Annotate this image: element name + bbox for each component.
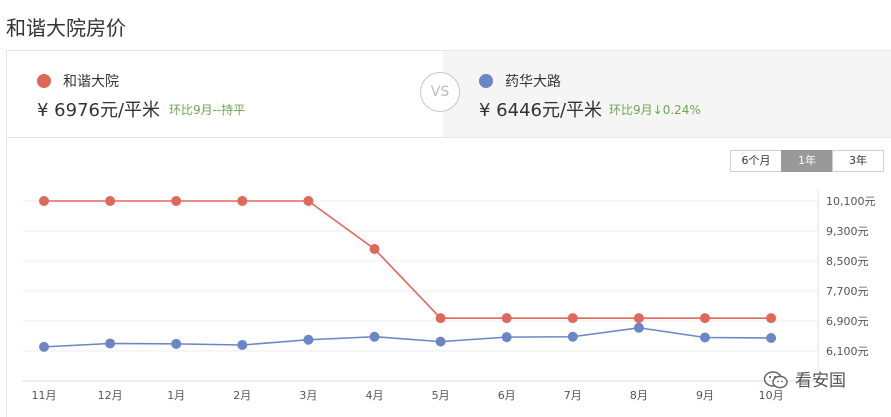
y-tick-label-1: 9,300元 [826, 225, 869, 238]
community-left-change: 环比9月--持平 [169, 103, 246, 117]
x-tick-label-9: 8月 [630, 389, 648, 402]
series-0-point-6 [435, 313, 446, 324]
y-tick-label-4: 6,900元 [826, 315, 869, 328]
y-tick-label-5: 6,100元 [826, 345, 869, 358]
wechat-icon [763, 371, 788, 389]
vs-badge: VS [420, 72, 460, 112]
series-0-point-0 [39, 196, 49, 206]
x-tick-label-1: 12月 [98, 389, 123, 402]
series-0-point-7 [501, 313, 512, 324]
series-0-point-5 [369, 244, 380, 254]
community-left-price: ¥ 6976元/平米 [37, 100, 161, 121]
series-1-point-2 [171, 338, 182, 349]
series-left-dot-icon [37, 74, 51, 88]
community-left: 和谐大院 ¥ 6976元/平米 环比9月--持平 [7, 51, 443, 137]
series-1-point-7 [501, 332, 512, 343]
x-tick-label-0: 11月 [32, 389, 57, 402]
series-1-point-6 [435, 336, 446, 347]
series-0-point-11 [766, 313, 777, 324]
page-title: 和谐大院房价 [6, 16, 126, 40]
series-0-point-10 [700, 313, 710, 324]
series-1-point-3 [237, 340, 248, 350]
series-right-dot-icon [479, 74, 493, 88]
series-1-point-0 [39, 341, 49, 352]
community-right-name: 药华大路 [505, 74, 561, 90]
x-tick-label-7: 6月 [498, 389, 516, 402]
community-right: 药华大路 ¥ 6446元/平米 环比9月↓0.24% [443, 51, 891, 137]
y-tick-label-0: 10,100元 [826, 195, 876, 208]
community-right-price: ¥ 6446元/平米 [479, 100, 603, 121]
series-1-point-5 [369, 331, 380, 342]
range-3-years-button[interactable]: 3年 [832, 150, 884, 172]
x-tick-label-8: 7月 [564, 389, 582, 402]
series-1-point-1 [105, 338, 116, 349]
community-left-name: 和谐大院 [63, 74, 119, 90]
x-tick-label-4: 3月 [299, 389, 317, 402]
series-0-point-4 [303, 196, 314, 206]
series-0-point-9 [633, 313, 644, 324]
comparison-right-background [443, 51, 891, 137]
community-right-change: 环比9月↓0.24% [609, 103, 701, 117]
series-1-point-11 [766, 333, 777, 344]
chart-container [6, 136, 891, 417]
series-0-point-1 [105, 196, 116, 206]
series-0-point-3 [237, 196, 248, 206]
series-0-point-8 [567, 313, 578, 324]
series-0-point-2 [171, 196, 182, 206]
series-1-point-9 [633, 322, 644, 333]
x-tick-label-6: 5月 [432, 389, 450, 402]
y-tick-label-3: 7,700元 [826, 285, 869, 298]
x-tick-label-5: 4月 [366, 389, 384, 402]
x-tick-label-10: 9月 [696, 389, 714, 402]
x-tick-label-3: 2月 [233, 389, 251, 402]
y-tick-label-2: 8,500元 [826, 255, 869, 268]
comparison-panel: 和谐大院 ¥ 6976元/平米 环比9月--持平 VS 药华大路 ¥ 6446元… [6, 50, 891, 138]
series-1-point-8 [567, 331, 578, 342]
x-tick-label-2: 1月 [167, 389, 185, 402]
series-1-point-10 [700, 332, 710, 343]
x-tick-label-11: 10月 [759, 389, 784, 402]
watermark-text: 看安国 [795, 371, 846, 391]
series-1-point-4 [303, 334, 314, 345]
series-line-1 [43, 326, 772, 348]
series-line-0 [44, 200, 772, 319]
